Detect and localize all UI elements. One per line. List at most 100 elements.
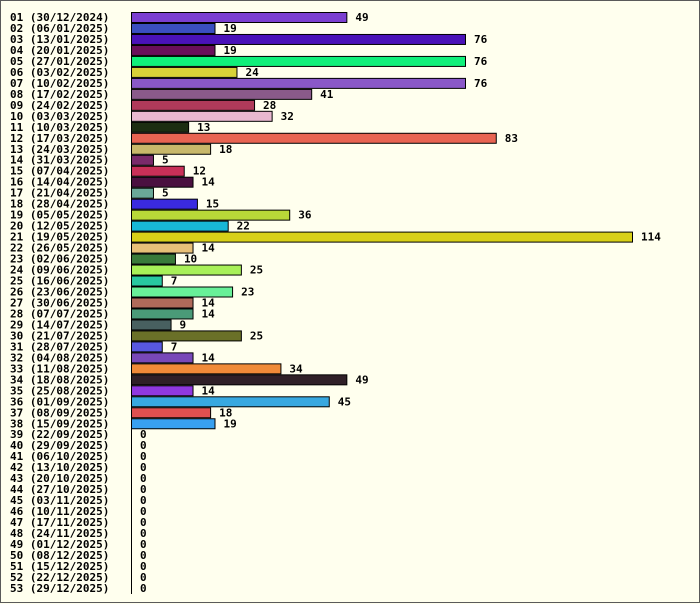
value-label: 25 (250, 264, 263, 277)
bar (131, 385, 194, 397)
category-label: 12 (17/03/2025) (10, 132, 109, 145)
bar (131, 374, 348, 386)
value-label: 0 (140, 582, 147, 595)
bar (131, 22, 216, 34)
value-label: 32 (281, 110, 294, 123)
value-label: 0 (140, 516, 147, 529)
category-label: 29 (14/07/2025) (10, 318, 109, 331)
value-label: 0 (140, 538, 147, 551)
category-label: 48 (24/11/2025) (10, 527, 109, 540)
bar (131, 121, 190, 133)
bar (131, 165, 185, 177)
category-label: 19 (05/05/2025) (10, 209, 109, 222)
value-label: 23 (241, 286, 254, 299)
bar (131, 297, 194, 309)
bar (131, 176, 194, 188)
value-label: 25 (250, 329, 263, 342)
value-label: 19 (224, 417, 237, 430)
value-label: 49 (355, 11, 368, 24)
value-label: 14 (202, 307, 216, 320)
category-label: 39 (22/09/2025) (10, 428, 109, 441)
value-labels: 4919761976247641283213831851214515362211… (140, 11, 661, 595)
value-label: 0 (140, 494, 147, 507)
value-label: 0 (140, 527, 147, 540)
category-label: 25 (16/06/2025) (10, 275, 109, 288)
value-label: 0 (140, 439, 147, 452)
category-label: 45 (03/11/2025) (10, 494, 109, 507)
category-label: 16 (14/04/2025) (10, 176, 109, 189)
category-label: 47 (17/11/2025) (10, 516, 109, 529)
category-label: 43 (20/10/2025) (10, 472, 109, 485)
category-labels: 01 (30/12/2024)02 (06/01/2025)03 (13/01/… (10, 11, 109, 595)
bar (131, 143, 212, 155)
value-label: 19 (224, 22, 237, 35)
bar (131, 308, 194, 320)
category-label: 02 (06/01/2025) (10, 22, 109, 35)
bar (131, 209, 291, 221)
value-label: 5 (162, 187, 169, 200)
bar (131, 66, 238, 78)
bar (131, 132, 497, 144)
bar (131, 110, 273, 122)
category-label: 36 (01/09/2025) (10, 395, 109, 408)
bar (131, 286, 234, 298)
category-label: 18 (28/04/2025) (10, 198, 109, 211)
category-label: 09 (24/02/2025) (10, 99, 109, 112)
bar (131, 12, 348, 23)
value-label: 5 (162, 154, 169, 167)
value-label: 9 (180, 318, 187, 331)
bar (131, 319, 172, 331)
value-label: 76 (474, 33, 488, 46)
category-label: 14 (31/03/2025) (10, 154, 109, 167)
value-label: 14 (202, 384, 216, 397)
category-label: 11 (10/03/2025) (10, 121, 109, 134)
category-label: 20 (12/05/2025) (10, 220, 109, 233)
bar (131, 363, 282, 375)
value-label: 28 (263, 99, 276, 112)
category-label: 21 (19/05/2025) (10, 231, 109, 244)
bar (131, 341, 163, 353)
value-label: 0 (140, 571, 147, 584)
category-label: 07 (10/02/2025) (10, 77, 109, 90)
category-label: 10 (03/03/2025) (10, 110, 109, 123)
value-label: 14 (202, 351, 216, 364)
value-label: 7 (171, 275, 178, 288)
value-label: 41 (320, 88, 334, 101)
category-label: 08 (17/02/2025) (10, 88, 109, 101)
bar (131, 407, 212, 419)
category-label: 38 (15/09/2025) (10, 417, 109, 430)
value-label: 34 (289, 362, 303, 375)
value-label: 0 (140, 450, 147, 463)
bar (131, 264, 242, 276)
bar (131, 396, 330, 408)
value-label: 0 (140, 549, 147, 562)
category-label: 17 (21/04/2025) (10, 187, 109, 200)
category-label: 01 (30/12/2024) (10, 11, 109, 24)
bar (131, 198, 198, 210)
bar (131, 154, 154, 166)
category-label: 15 (07/04/2025) (10, 165, 109, 178)
category-label: 34 (18/08/2025) (10, 373, 109, 386)
category-label: 40 (29/09/2025) (10, 439, 109, 452)
bar (131, 275, 163, 287)
value-label: 0 (140, 483, 147, 496)
category-label: 41 (06/10/2025) (10, 450, 109, 463)
value-label: 36 (298, 209, 312, 222)
value-label: 14 (202, 242, 216, 255)
value-label: 18 (219, 406, 232, 419)
bar (131, 253, 176, 265)
category-label: 28 (07/07/2025) (10, 307, 109, 320)
bar (131, 44, 216, 56)
value-label: 19 (224, 44, 237, 57)
bar (131, 187, 154, 199)
category-label: 23 (02/06/2025) (10, 253, 109, 266)
value-label: 0 (140, 461, 147, 474)
category-label: 32 (04/08/2025) (10, 351, 109, 364)
bar (131, 418, 216, 430)
value-label: 14 (202, 296, 216, 309)
value-label: 24 (245, 66, 259, 79)
value-label: 7 (171, 340, 178, 353)
value-label: 14 (202, 176, 216, 189)
category-label: 35 (25/08/2025) (10, 384, 109, 397)
